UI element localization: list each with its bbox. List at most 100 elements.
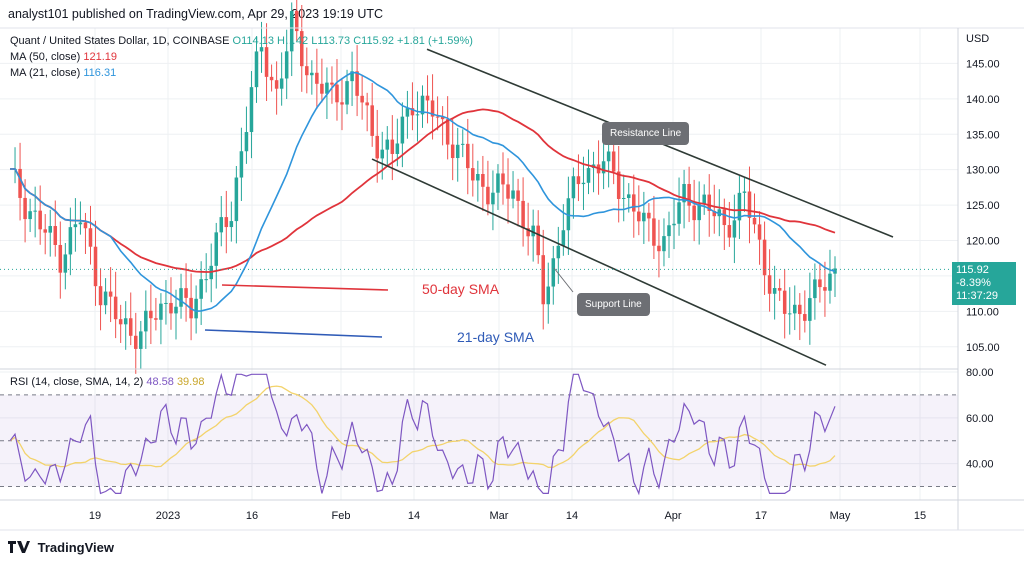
candle-body — [159, 303, 163, 320]
rsi-value: 48.58 — [146, 376, 174, 388]
candle-body — [289, 11, 294, 52]
candle-body — [798, 304, 802, 315]
candle-body — [249, 87, 254, 133]
sma50-annotation: 50-day SMA — [422, 281, 500, 297]
candle-body — [219, 217, 224, 233]
candle-body — [28, 211, 32, 220]
candle-body — [58, 244, 63, 273]
candle-body — [652, 218, 656, 246]
candle-body — [531, 225, 535, 237]
candle-body — [616, 171, 621, 199]
candle-body — [108, 291, 113, 297]
candle-body — [68, 227, 73, 255]
candle-body — [93, 246, 98, 287]
rsi-band-fill — [0, 394, 958, 487]
grid — [0, 28, 958, 500]
candle-body — [254, 51, 259, 88]
rsi-band — [0, 394, 958, 488]
candle-body — [506, 184, 510, 199]
candle-body — [325, 82, 329, 94]
candle-body — [828, 273, 832, 291]
candle-body — [772, 288, 777, 294]
candle-body — [611, 151, 616, 172]
price-tick-label: 135.00 — [966, 129, 1000, 141]
candle-body — [264, 47, 269, 77]
candle-body — [546, 286, 551, 305]
candle-body — [702, 194, 706, 205]
axis-unit: USD — [966, 33, 990, 45]
candle-body — [284, 51, 289, 79]
candle-body — [712, 210, 717, 217]
candle-body — [274, 80, 279, 89]
candle-body — [687, 183, 691, 206]
support-callout: Support Line — [577, 293, 650, 316]
candle-body — [430, 100, 435, 117]
candle-body — [445, 119, 450, 145]
candle-body — [491, 192, 495, 205]
ma50-value: 121.19 — [83, 51, 118, 63]
candle-body — [345, 81, 349, 105]
candle-body — [335, 84, 339, 103]
candle-body — [642, 212, 646, 222]
candle-body — [556, 245, 561, 259]
candle-body — [194, 298, 198, 319]
candle-body — [632, 194, 636, 212]
price-tick-label: 120.00 — [966, 236, 1000, 248]
candle-body — [747, 191, 752, 218]
candle-body — [390, 139, 395, 154]
candle-body — [315, 72, 319, 84]
price-tick-label: 145.00 — [966, 58, 1000, 70]
candle-body — [244, 132, 249, 152]
candle-body — [420, 95, 425, 115]
candle-body — [169, 302, 173, 314]
price-tag: 115.92 -8.39% 11:37:29 — [952, 262, 1016, 305]
candle-body — [501, 173, 505, 185]
price-tick-label: 140.00 — [966, 94, 1000, 106]
candle-body — [672, 223, 676, 226]
candle-body — [239, 151, 244, 178]
tick-labels: 105.00110.00115.00120.00125.00130.00135.… — [89, 58, 1000, 522]
candle-body — [224, 217, 229, 228]
price-tick-label: 125.00 — [966, 200, 1000, 212]
candle-body — [234, 177, 239, 222]
rsi-tick-label: 60.00 — [966, 413, 994, 425]
time-tick-label: 17 — [755, 510, 767, 522]
candle-body — [486, 186, 490, 205]
candle-body — [450, 144, 455, 159]
candle-body — [269, 76, 274, 81]
candle-body — [365, 102, 369, 106]
candle-body — [310, 72, 314, 76]
sma-marker-lines — [204, 284, 389, 338]
candle-body — [440, 116, 445, 120]
price-tick-label: 110.00 — [966, 306, 999, 318]
candle-body — [18, 168, 22, 198]
ma21-value: 116.31 — [83, 67, 117, 79]
rsi-label: RSI (14, close, SMA, 14, 2) — [10, 376, 144, 388]
candle-body — [204, 279, 208, 281]
candle-body — [823, 287, 827, 291]
rsi-tick-label: 40.00 — [966, 459, 994, 471]
candle-body — [380, 149, 385, 159]
candle-body — [803, 314, 807, 321]
candle-body — [757, 224, 762, 240]
price-change: -8.39% — [956, 277, 991, 289]
time-tick-label: 16 — [246, 510, 258, 522]
candle-body — [144, 310, 148, 332]
resistance-callout: Resistance Line — [602, 122, 690, 145]
candle-body — [134, 335, 138, 349]
candle-body — [88, 228, 93, 247]
candle-body — [521, 200, 525, 229]
candle-body — [787, 313, 792, 315]
candle-body — [692, 205, 696, 221]
legend: Quant / United States Dollar, 1D, COINBA… — [10, 33, 473, 81]
candle-body — [732, 220, 737, 238]
candle-body — [229, 221, 234, 228]
candle-body — [606, 151, 611, 162]
candle-body — [279, 78, 284, 89]
candle-body — [375, 135, 379, 159]
candle-body — [496, 173, 500, 193]
candle-body — [149, 310, 153, 319]
candle-body — [330, 82, 334, 85]
candle-body — [511, 190, 515, 199]
